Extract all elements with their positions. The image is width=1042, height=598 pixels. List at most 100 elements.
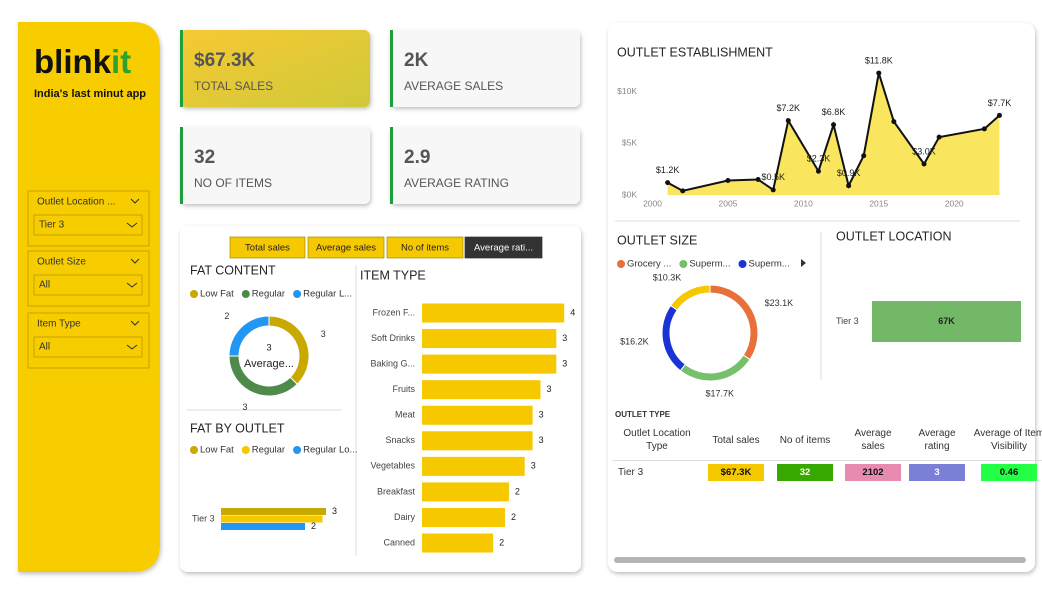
tab[interactable] [229,236,306,259]
filter-value: All [39,280,50,291]
legend-marker [241,446,250,454]
point [680,188,686,194]
header-cell: Outlet Location Type [612,420,702,461]
data-label: 2 [511,512,516,522]
bar [221,523,305,530]
center-value: 3 [266,343,271,354]
kpi-value: 2.9 [404,147,430,168]
bar [422,329,557,349]
point [861,153,867,159]
chevron [130,258,140,264]
donut-slice [669,284,711,311]
category-label: Canned [383,537,415,547]
chart-title: FAT CONTENT [190,263,276,277]
data-label: $16.2K [620,336,649,346]
cell-value: 32 [777,463,833,481]
chevron [130,320,140,326]
tab-label: Average rati... [474,243,533,254]
tab[interactable] [464,236,543,259]
header-cell: Total sales [702,420,770,461]
scrollbar[interactable] [614,557,1026,563]
bar [422,482,509,502]
tab-label: No of items [401,243,449,254]
chart-title: OUTLET ESTABLISHMENT [617,45,773,59]
point [891,119,897,125]
bar [422,456,525,476]
legend-label: Low Fat [200,289,234,300]
category-label: Soft Drinks [371,333,416,343]
category-label: Tier 3 [192,514,215,524]
bar [422,405,533,425]
data-label: $0.9K [837,168,861,178]
filter-box [27,312,150,369]
data-label: $23.1K [765,298,794,308]
legend-label: Low Fat [200,445,234,456]
data-label: $2.3K [807,154,831,164]
legend-label: Regular [252,289,285,300]
data-label: $6.8K [822,107,846,117]
cell: 3 [906,461,968,484]
point [831,122,837,128]
line [667,72,1001,192]
data-label: 3 [539,435,544,445]
point [996,112,1002,118]
point [665,180,671,186]
cell: 32 [770,461,840,484]
cell: $67.3K [702,461,770,484]
chart-title: OUTLET SIZE [617,233,697,247]
chart-title: OUTLET LOCATION [836,229,952,243]
data-label: 3 [539,410,544,420]
cell-value: 2102 [845,463,901,481]
tab[interactable] [386,236,464,259]
data-label: 3 [562,333,567,343]
data-label: 3 [547,384,552,394]
category-label: Frozen F... [372,307,415,317]
x-tick-label: 2005 [718,198,737,208]
kpi-label: AVERAGE RATING [404,176,509,190]
chevron [126,282,138,288]
y-tick-label: $10K [617,86,637,96]
donut-slice [228,315,270,357]
filter-dropdown[interactable] [33,274,143,296]
kpi-accent [180,127,183,204]
filter-dropdown[interactable] [33,214,143,236]
cell: Tier 3 [618,466,644,478]
x-tick-label: 2020 [945,198,964,208]
filter-label: Outlet Size [37,257,86,268]
bar [422,380,541,400]
data-label: $7.7K [988,98,1012,108]
bar [422,303,565,323]
cell-value: $67.3K [708,463,764,481]
chart-title: FAT BY OUTLET [190,421,285,435]
kpi-card [390,127,580,204]
kpi-card [390,30,580,107]
table: Outlet Location Type Total sales No of ite… [612,420,1042,483]
legend-marker [617,260,625,268]
category-label: Breakfast [377,486,416,496]
bar [221,515,323,523]
legend-scroll-arrow[interactable] [801,259,806,267]
data-label: 3 [321,329,326,339]
bar [422,507,505,527]
category-label: Tier 3 [836,316,859,326]
category-label: Vegetables [370,461,415,471]
category-label: Dairy [394,512,416,522]
tab[interactable] [307,236,385,259]
data-label: 3 [562,358,567,368]
data-label: 2 [224,311,229,321]
header-cell: Average of Item Visibility [968,420,1042,461]
kpi-accent [180,30,183,107]
filter-label: Item Type [37,319,81,330]
filter-dropdown[interactable] [33,336,143,358]
legend-marker [241,290,250,298]
kpi-value: 32 [194,147,215,168]
logo-accent: it [111,43,131,80]
y-tick-label: $0K [622,189,637,199]
legend-marker [679,260,688,268]
header-row: Outlet Location Type Total sales No of ite… [612,420,1042,461]
cell: 2102 [840,461,906,484]
point [785,118,791,124]
kpi-label: AVERAGE SALES [404,79,503,93]
header-cell: Average sales [840,420,906,461]
